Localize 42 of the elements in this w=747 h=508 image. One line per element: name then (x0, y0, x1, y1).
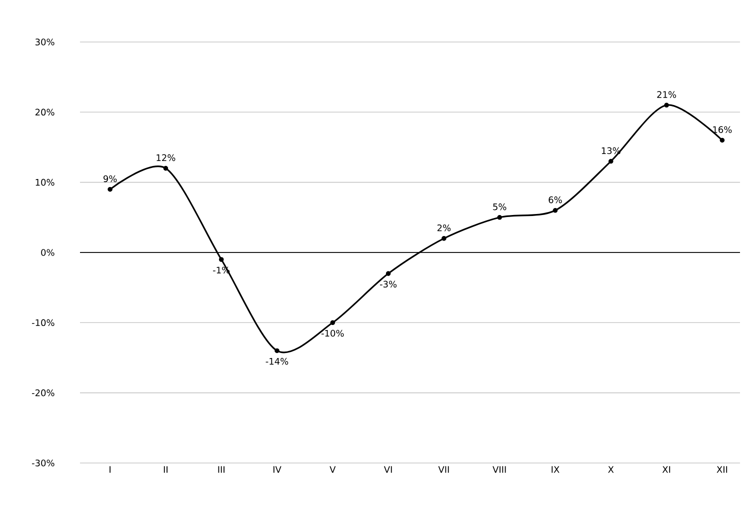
x-tick-label: VII (438, 466, 449, 473)
point (163, 166, 168, 171)
data-label: 6% (548, 196, 562, 204)
data-label: -14% (266, 358, 288, 365)
y-tick-label: 30% (35, 38, 54, 46)
data-label: -3% (380, 280, 397, 288)
x-tick-label: III (218, 466, 224, 473)
x-tick-label: XII (716, 466, 728, 473)
data-label: 5% (493, 203, 506, 210)
point (497, 215, 502, 220)
data-label: 21% (657, 91, 676, 98)
point (608, 158, 614, 164)
x-tick-label: VI (384, 466, 392, 473)
point (218, 257, 224, 262)
x-tick-label: I (110, 466, 111, 473)
data-label: 9% (103, 175, 117, 182)
x-tick-label: V (330, 466, 336, 473)
point (442, 236, 446, 241)
y-tick-label: -20% (32, 389, 54, 396)
data-label: 12% (156, 154, 176, 162)
point (720, 138, 725, 143)
x-tick-label: IX (552, 466, 560, 473)
y-tick-label: 20% (35, 108, 54, 116)
y-tick-label: 10% (36, 178, 54, 186)
x-tick-label: VIII (492, 466, 506, 473)
x-tick-label: X (608, 466, 614, 473)
point (552, 208, 558, 213)
y-tick-label: 0% (41, 249, 54, 256)
x-tick-label: IV (273, 466, 282, 473)
point (386, 271, 391, 276)
point (664, 102, 669, 108)
y-tick-label: -10% (32, 319, 54, 326)
point (330, 320, 336, 326)
y-tick-label: -30% (32, 460, 54, 466)
point (274, 348, 280, 354)
data-label: 2% (437, 224, 451, 232)
data-label: 13% (602, 147, 620, 154)
x-tick-label: XI (662, 466, 670, 473)
data-label: -10% (321, 330, 344, 337)
x-tick-label: II (164, 466, 168, 473)
data-label: 16% (713, 126, 732, 134)
point (108, 186, 112, 192)
